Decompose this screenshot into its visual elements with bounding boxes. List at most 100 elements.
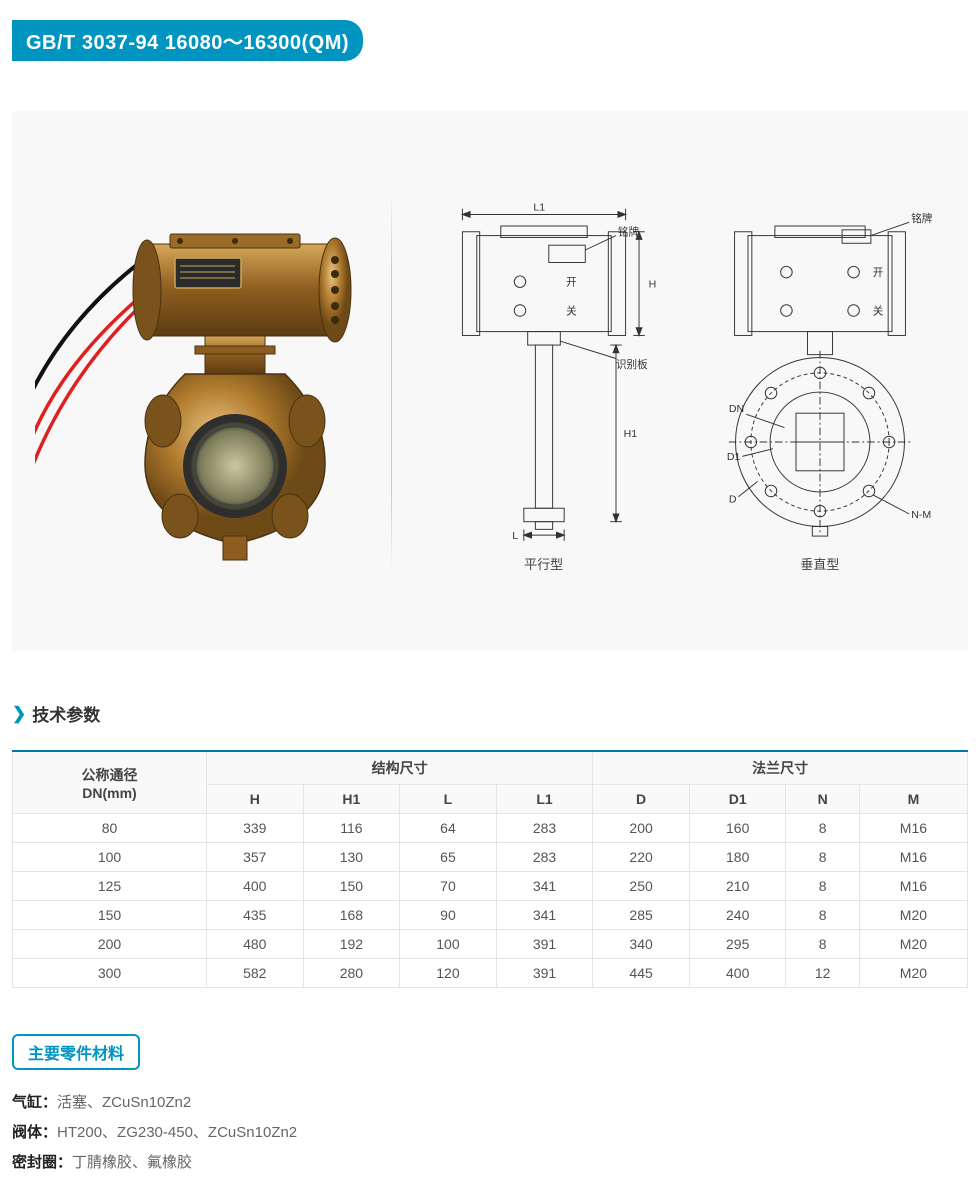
cell: 480 bbox=[207, 930, 304, 959]
cell: 90 bbox=[400, 901, 497, 930]
cell: 116 bbox=[303, 814, 400, 843]
col-L1: L1 bbox=[496, 785, 593, 814]
material-label: 密封圈： bbox=[12, 1154, 72, 1171]
cell-dn: 100 bbox=[13, 843, 207, 872]
section-materials-badge: 主要零件材料 bbox=[12, 1034, 140, 1070]
svg-text:L1: L1 bbox=[533, 201, 545, 213]
cell: 160 bbox=[689, 814, 786, 843]
cell: 12 bbox=[786, 959, 859, 988]
col-N: N bbox=[786, 785, 859, 814]
cell-dn: 300 bbox=[13, 959, 207, 988]
col-H1: H1 bbox=[303, 785, 400, 814]
product-photo bbox=[35, 196, 365, 566]
cell: 130 bbox=[303, 843, 400, 872]
cell-dn: 150 bbox=[13, 901, 207, 930]
svg-text:铭牌: 铭牌 bbox=[911, 212, 933, 225]
cell: M20 bbox=[859, 959, 967, 988]
cell: 70 bbox=[400, 872, 497, 901]
cell: 200 bbox=[593, 814, 690, 843]
cell: 341 bbox=[496, 872, 593, 901]
svg-text:H: H bbox=[648, 278, 656, 290]
material-row: 气缸：活塞、ZCuSn10Zn2 bbox=[12, 1088, 968, 1118]
cell: 283 bbox=[496, 843, 593, 872]
table-row: 125400150703412502108M16 bbox=[13, 872, 968, 901]
svg-text:识别板: 识别板 bbox=[616, 358, 648, 371]
diagram-vertical-caption: 垂直型 bbox=[800, 554, 839, 573]
svg-text:关: 关 bbox=[873, 304, 884, 317]
table-row: 2004801921003913402958M20 bbox=[13, 930, 968, 959]
section-specs-label: 技术参数 bbox=[32, 701, 100, 726]
col-H: H bbox=[207, 785, 304, 814]
col-dn: 公称通径DN(mm) bbox=[13, 751, 207, 814]
hero-divider bbox=[391, 191, 392, 571]
svg-text:DN: DN bbox=[729, 403, 744, 415]
cell: 400 bbox=[689, 959, 786, 988]
cell: M20 bbox=[859, 930, 967, 959]
diagram-parallel: L1 铭牌 开 关 H 识别板 H bbox=[419, 181, 669, 581]
cell: 340 bbox=[593, 930, 690, 959]
spec-table: 公称通径DN(mm)结构尺寸法兰尺寸 HH1LL1DD1NM 8033911664… bbox=[12, 750, 968, 988]
table-row: 80339116642832001608M16 bbox=[13, 814, 968, 843]
col-group-struct: 结构尺寸 bbox=[207, 751, 593, 785]
cell: 120 bbox=[400, 959, 497, 988]
cell: 240 bbox=[689, 901, 786, 930]
cell: 220 bbox=[593, 843, 690, 872]
cell: 400 bbox=[207, 872, 304, 901]
table-row: 30058228012039144540012M20 bbox=[13, 959, 968, 988]
cell: 210 bbox=[689, 872, 786, 901]
chevron-right-icon: ❯ bbox=[12, 704, 26, 724]
cell: 391 bbox=[496, 959, 593, 988]
cell: 391 bbox=[496, 930, 593, 959]
materials-list: 气缸：活塞、ZCuSn10Zn2阀体：HT200、ZG230-450、ZCuSn… bbox=[12, 1088, 968, 1178]
material-value: HT200、ZG230-450、ZCuSn10Zn2 bbox=[57, 1124, 297, 1141]
cell: 445 bbox=[593, 959, 690, 988]
svg-text:D: D bbox=[729, 493, 737, 505]
cell: 339 bbox=[207, 814, 304, 843]
cell: 357 bbox=[207, 843, 304, 872]
section-specs-heading: ❯ 技术参数 bbox=[12, 701, 968, 726]
cell: 285 bbox=[593, 901, 690, 930]
table-row: 150435168903412852408M20 bbox=[13, 901, 968, 930]
cell: M16 bbox=[859, 814, 967, 843]
col-M: M bbox=[859, 785, 967, 814]
material-value: 丁腈橡胶、氟橡胶 bbox=[72, 1154, 192, 1171]
cell-dn: 80 bbox=[13, 814, 207, 843]
cell: 295 bbox=[689, 930, 786, 959]
svg-text:关: 关 bbox=[566, 304, 577, 317]
cell: 64 bbox=[400, 814, 497, 843]
diagram-parallel-caption: 平行型 bbox=[524, 554, 563, 573]
material-label: 气缸： bbox=[12, 1094, 57, 1111]
cell: 8 bbox=[786, 843, 859, 872]
col-D1: D1 bbox=[689, 785, 786, 814]
cell: 150 bbox=[303, 872, 400, 901]
col-L: L bbox=[400, 785, 497, 814]
cell: M20 bbox=[859, 901, 967, 930]
svg-text:H1: H1 bbox=[623, 428, 637, 440]
cell: 192 bbox=[303, 930, 400, 959]
cell: 250 bbox=[593, 872, 690, 901]
col-D: D bbox=[593, 785, 690, 814]
cell-dn: 200 bbox=[13, 930, 207, 959]
cell: 582 bbox=[207, 959, 304, 988]
diagram-vertical: 铭牌 开 关 DN D1 D bbox=[695, 181, 945, 581]
cell: 65 bbox=[400, 843, 497, 872]
page-title-badge: GB/T 3037-94 16080～16300(QM) bbox=[12, 20, 363, 61]
hero-panel: L1 铭牌 开 关 H 识别板 H bbox=[12, 111, 968, 651]
col-group-flange: 法兰尺寸 bbox=[593, 751, 968, 785]
material-row: 阀体：HT200、ZG230-450、ZCuSn10Zn2 bbox=[12, 1118, 968, 1148]
material-label: 阀体： bbox=[12, 1124, 57, 1141]
cell: 100 bbox=[400, 930, 497, 959]
cell: 8 bbox=[786, 930, 859, 959]
svg-text:开: 开 bbox=[566, 276, 577, 288]
spec-table-body: 80339116642832001608M1610035713065283220… bbox=[13, 814, 968, 988]
cell: 168 bbox=[303, 901, 400, 930]
cell: 8 bbox=[786, 872, 859, 901]
cell: 341 bbox=[496, 901, 593, 930]
svg-text:开: 开 bbox=[873, 266, 884, 278]
svg-text:N-M: N-M bbox=[911, 508, 931, 520]
svg-text:D1: D1 bbox=[727, 451, 741, 463]
material-value: 活塞、ZCuSn10Zn2 bbox=[57, 1094, 191, 1111]
material-row: 密封圈：丁腈橡胶、氟橡胶 bbox=[12, 1148, 968, 1178]
cell: 180 bbox=[689, 843, 786, 872]
cell: 280 bbox=[303, 959, 400, 988]
